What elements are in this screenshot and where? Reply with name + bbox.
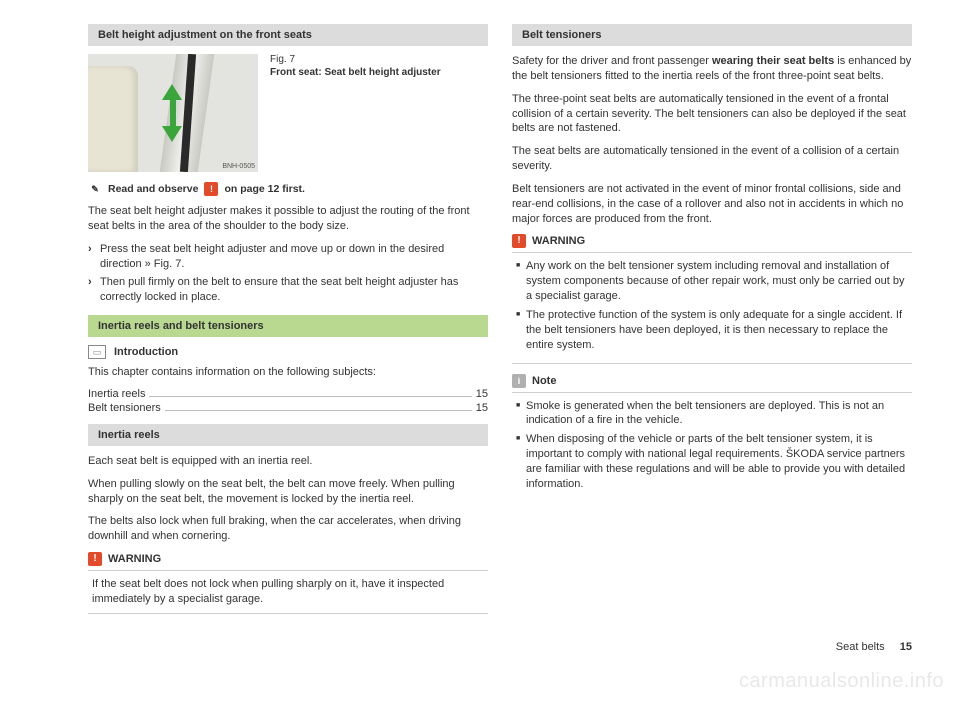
bullet-item: Then pull firmly on the belt to ensure t… (88, 275, 488, 305)
toc-label: Inertia reels (88, 388, 145, 400)
warning-item: Any work on the belt tensioner system in… (516, 259, 908, 304)
seat-shape (88, 66, 138, 172)
warning-icon: ! (512, 234, 526, 248)
section-header-inertia-reels: Inertia reels (88, 424, 488, 446)
note-header: i Note (512, 374, 912, 388)
note-label: Note (532, 375, 556, 387)
warning-item: The protective function of the system is… (516, 308, 908, 353)
toc-line: Inertia reels 15 (88, 388, 488, 400)
watermark: carmanualsonline.info (739, 670, 944, 693)
figure-number: Fig. 7 (270, 54, 441, 65)
bullet-list: Press the seat belt height adjuster and … (88, 242, 488, 305)
warning-text: If the seat belt does not lock when pull… (92, 578, 444, 605)
intro-text: This chapter contains information on the… (88, 365, 488, 380)
warning-header: ! WARNING (88, 552, 488, 566)
bullet-item: Press the seat belt height adjuster and … (88, 242, 488, 272)
body-text: Safety for the driver and front passenge… (512, 54, 912, 84)
body-text: Each seat belt is equipped with an inert… (88, 454, 488, 469)
warning-callout: If the seat belt does not lock when pull… (88, 570, 488, 614)
toc-page: 15 (476, 402, 488, 414)
body-text: Belt tensioners are not activated in the… (512, 182, 912, 227)
figure-row: BNH-0505 Fig. 7 Front seat: Seat belt he… (88, 54, 488, 172)
bold-span: wearing their seat belts (712, 55, 834, 67)
body-text: The seat belt height adjuster makes it p… (88, 204, 488, 234)
toc-label: Belt tensioners (88, 402, 161, 414)
figure-title: Front seat: Seat belt height adjuster (270, 67, 441, 78)
warning-label: WARNING (108, 553, 161, 565)
arrow-stem (170, 98, 176, 128)
section-header-inertia-tensioners: Inertia reels and belt tensioners (88, 315, 488, 337)
read-observe-suffix: on page 12 first. (224, 183, 305, 195)
warning-callout: Any work on the belt tensioner system in… (512, 252, 912, 363)
read-and-observe: ✎ Read and observe ! on page 12 first. (88, 182, 488, 196)
introduction-label: Introduction (114, 346, 178, 358)
body-text: The belts also lock when full braking, w… (88, 514, 488, 544)
book-icon: ✎ (88, 182, 102, 196)
toc-leader (149, 396, 471, 397)
left-column: Belt height adjustment on the front seat… (88, 24, 488, 624)
info-icon: i (512, 374, 526, 388)
body-text: When pulling slowly on the seat belt, th… (88, 477, 488, 507)
figure-caption: Fig. 7 Front seat: Seat belt height adju… (270, 54, 441, 172)
text-span: Safety for the driver and front passenge… (512, 55, 712, 67)
arrow-down-icon (162, 126, 182, 142)
warning-header: ! WARNING (512, 234, 912, 248)
section-header-belt-height: Belt height adjustment on the front seat… (88, 24, 488, 46)
warning-label: WARNING (532, 235, 585, 247)
body-text: The three-point seat belts are automatic… (512, 92, 912, 137)
note-item: Smoke is generated when the belt tension… (516, 399, 908, 429)
warning-icon: ! (204, 182, 218, 196)
note-item: When disposing of the vehicle or parts o… (516, 432, 908, 491)
figure-image: BNH-0505 (88, 54, 258, 172)
figure-code: BNH-0505 (222, 163, 255, 170)
book-outline-icon: ▭ (88, 345, 106, 359)
body-text: The seat belts are automatically tension… (512, 144, 912, 174)
introduction-row: ▭ Introduction (88, 345, 488, 359)
section-header-belt-tensioners: Belt tensioners (512, 24, 912, 46)
note-callout: Smoke is generated when the belt tension… (512, 392, 912, 502)
read-observe-prefix: Read and observe (108, 183, 198, 195)
toc-line: Belt tensioners 15 (88, 402, 488, 414)
warning-icon: ! (88, 552, 102, 566)
page-footer: Seat belts 15 (836, 641, 912, 653)
footer-page-number: 15 (900, 641, 912, 653)
toc-page: 15 (476, 388, 488, 400)
page: Belt height adjustment on the front seat… (0, 0, 960, 624)
footer-section: Seat belts (836, 641, 885, 653)
right-column: Belt tensioners Safety for the driver an… (512, 24, 912, 624)
toc-leader (165, 410, 472, 411)
